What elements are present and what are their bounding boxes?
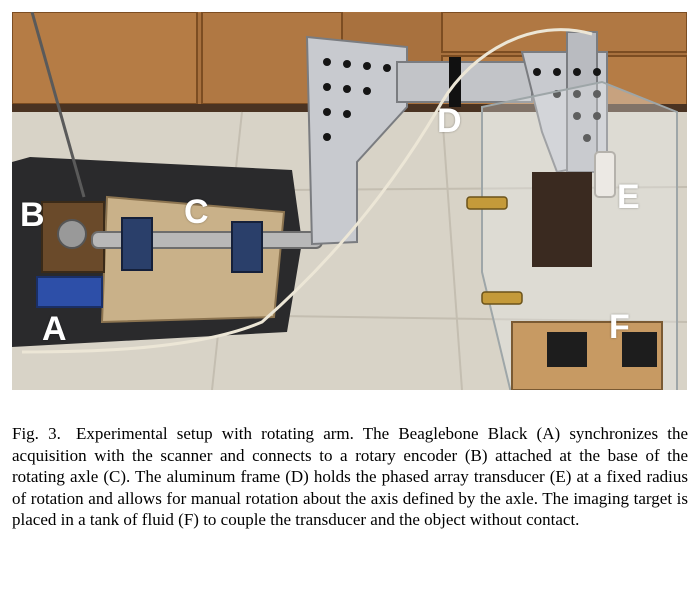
figure-caption: Fig. 3. Experimental setup with rotating… [12,423,688,531]
aluminum-frame-top [396,61,533,103]
label-beaglebone: A [42,310,67,348]
label-axle: C [184,193,209,231]
label-tank: F [609,308,630,346]
cable [21,28,593,354]
aluminum-frame-left [305,35,408,246]
experimental-setup-photo: B A C D E F [12,12,687,390]
label-a-encoder: B [20,196,45,234]
caption-text: Experimental setup with rotating arm. Th… [12,424,688,529]
transducer [594,151,616,198]
valve-lower [481,291,523,305]
figure-number: Fig. 3. [12,424,61,443]
tank-support [532,172,592,267]
beaglebone-board [36,276,103,308]
label-frame: D [437,102,462,140]
label-transducer: E [617,178,640,216]
valve-upper [466,196,508,210]
photo-drawing [12,12,687,390]
